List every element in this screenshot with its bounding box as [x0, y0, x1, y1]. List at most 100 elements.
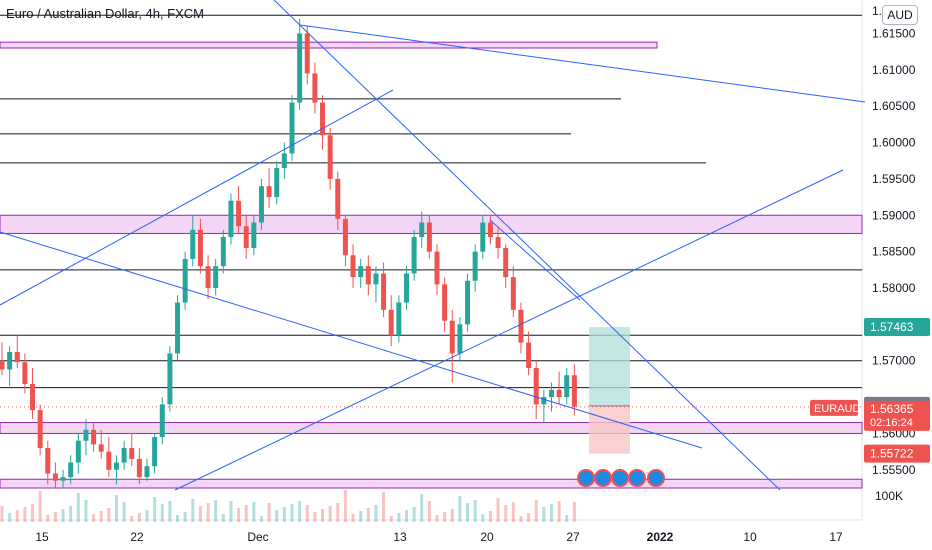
volume-bar [214, 500, 218, 522]
candle [52, 473, 58, 481]
candle [304, 33, 310, 74]
x-tick-label: 22 [130, 530, 144, 544]
current-price-bg [864, 400, 930, 431]
volume-bar [31, 504, 35, 522]
candle [37, 410, 43, 448]
volume-bar [237, 508, 241, 522]
target-price-label-bg [864, 318, 930, 337]
candle [533, 368, 539, 405]
candle [258, 186, 264, 223]
x-tick-label: 10 [743, 530, 757, 544]
x-tick-label: Dec [247, 530, 268, 544]
x-tick-label: 15 [35, 530, 49, 544]
volume-bar [504, 505, 508, 522]
x-tick-label: 2022 [647, 530, 674, 544]
volume-bar [481, 514, 485, 522]
volume-bar [92, 514, 96, 522]
volume-bar [229, 501, 233, 522]
candle [98, 444, 104, 452]
volume-bar [290, 504, 294, 522]
candle [113, 462, 119, 470]
volume-bar [168, 501, 172, 522]
candle [228, 200, 234, 238]
volume-bar [527, 513, 531, 522]
candle [175, 302, 181, 354]
volume-bar [443, 512, 447, 522]
volume-axis-label: 100K [875, 489, 903, 503]
event-marker-icon [628, 469, 646, 487]
volume-bar [412, 507, 416, 522]
volume-bar [84, 500, 88, 522]
volume-bar [76, 493, 80, 522]
x-tick-label: 17 [829, 530, 843, 544]
zone-0 [0, 41, 658, 49]
volume-bar [23, 507, 27, 522]
candle [60, 477, 66, 481]
volume-bar [397, 513, 401, 522]
candle [526, 342, 532, 368]
candle [327, 135, 333, 179]
candle [152, 437, 158, 467]
candle [243, 226, 249, 248]
y-tick-label: 1.61500 [872, 26, 916, 40]
volume-bar [420, 494, 424, 522]
volume-bar [382, 492, 386, 522]
currency-button[interactable]: AUD [882, 5, 918, 25]
volume-bar [130, 516, 134, 522]
current-price-label: 1.56365 [870, 402, 914, 416]
y-tick-label: 1.61000 [872, 63, 916, 77]
volume-bar [572, 502, 576, 522]
candle [373, 273, 379, 285]
candle [121, 448, 127, 463]
stop-price-label-bg [864, 444, 930, 463]
candle [365, 266, 371, 285]
volume-bar [359, 511, 363, 522]
volume-bar [153, 497, 157, 522]
volume-bar [313, 512, 317, 522]
volume-bar [298, 501, 302, 522]
candle [75, 440, 81, 463]
candle [426, 222, 432, 252]
bar-countdown-label: 02:16:24 [870, 417, 913, 429]
volume-bar [183, 512, 187, 522]
volume-bar [519, 516, 523, 522]
candle [335, 178, 341, 219]
candle [190, 229, 196, 259]
candle [236, 200, 242, 227]
candle [159, 404, 165, 438]
volume-bar [389, 516, 393, 522]
volume-bar [366, 508, 370, 522]
volume-bar [176, 515, 180, 522]
volume-bar [336, 503, 340, 522]
volume-bar [404, 510, 408, 522]
candle [495, 237, 501, 248]
volume-bar [496, 498, 500, 522]
candle [564, 375, 570, 398]
trendline-5 [489, 219, 581, 301]
volume-bar [252, 502, 256, 522]
candle [297, 33, 303, 103]
candle [136, 458, 142, 478]
candle [342, 218, 348, 256]
candle [68, 462, 74, 478]
candle [312, 73, 318, 103]
volume-bar [38, 491, 42, 522]
volume-bar [321, 509, 325, 522]
trendline-0 [0, 89, 394, 306]
y-tick-label: 1.58000 [872, 281, 916, 295]
volume-bar [427, 501, 431, 522]
candle [14, 352, 20, 363]
y-tick-label: 1.59000 [872, 208, 916, 222]
candle [472, 251, 478, 281]
candle [403, 273, 409, 303]
candle [144, 466, 150, 478]
event-marker-icon [611, 469, 629, 487]
candle [320, 102, 326, 136]
volume-bar [488, 511, 492, 522]
volume-bar [275, 510, 279, 522]
volume-bar [305, 505, 309, 522]
volume-bar [473, 500, 477, 522]
candle [129, 448, 135, 459]
